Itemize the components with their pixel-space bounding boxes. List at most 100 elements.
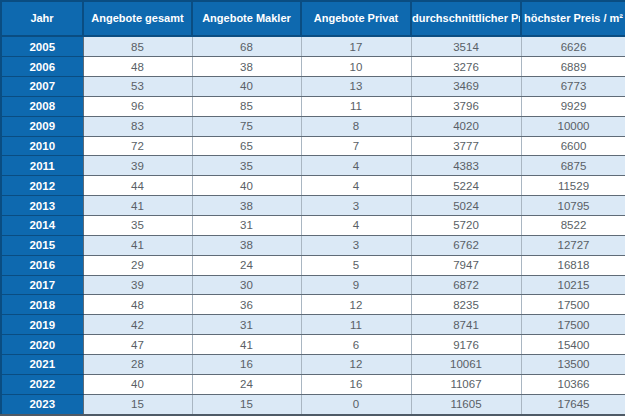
value-cell: 16 bbox=[301, 374, 411, 394]
year-cell: 2009 bbox=[1, 116, 83, 136]
table-row: 201541383676212727 bbox=[1, 235, 625, 255]
header-row: Jahr Angebote gesamt Angebote Makler Ang… bbox=[1, 1, 625, 36]
value-cell: 9 bbox=[301, 275, 411, 295]
value-cell: 48 bbox=[83, 57, 192, 77]
year-cell: 2022 bbox=[1, 374, 83, 394]
value-cell: 10 bbox=[301, 57, 411, 77]
value-cell: 38 bbox=[192, 235, 301, 255]
value-cell: 36 bbox=[192, 295, 301, 315]
value-cell: 5 bbox=[301, 255, 411, 275]
year-cell: 2006 bbox=[1, 57, 83, 77]
year-cell: 2008 bbox=[1, 96, 83, 116]
value-cell: 10215 bbox=[521, 275, 625, 295]
value-cell: 42 bbox=[83, 315, 192, 335]
value-cell: 8235 bbox=[411, 295, 521, 315]
year-cell: 2015 bbox=[1, 235, 83, 255]
value-cell: 17645 bbox=[521, 394, 625, 415]
table-body: 2005856817351466262006483810327668892007… bbox=[1, 36, 625, 415]
table-row: 20107265737776600 bbox=[1, 136, 625, 156]
value-cell: 41 bbox=[83, 235, 192, 255]
value-cell: 28 bbox=[83, 355, 192, 375]
value-cell: 3 bbox=[301, 196, 411, 216]
value-cell: 29 bbox=[83, 255, 192, 275]
table-row: 2023151501160517645 bbox=[1, 394, 625, 415]
value-cell: 31 bbox=[192, 315, 301, 335]
year-cell: 2012 bbox=[1, 176, 83, 196]
value-cell: 9176 bbox=[411, 335, 521, 355]
table-row: 200585681735146626 bbox=[1, 36, 625, 57]
value-cell: 3276 bbox=[411, 57, 521, 77]
value-cell: 48 bbox=[83, 295, 192, 315]
value-cell: 16 bbox=[192, 355, 301, 375]
value-cell: 6626 bbox=[521, 36, 625, 57]
value-cell: 4 bbox=[301, 216, 411, 236]
value-cell: 17500 bbox=[521, 295, 625, 315]
table-row: 2019423111874117500 bbox=[1, 315, 625, 335]
value-cell: 85 bbox=[83, 36, 192, 57]
value-cell: 17500 bbox=[521, 315, 625, 335]
value-cell: 12 bbox=[301, 295, 411, 315]
value-cell: 24 bbox=[192, 255, 301, 275]
value-cell: 40 bbox=[83, 374, 192, 394]
table-row: 200896851137969929 bbox=[1, 96, 625, 116]
value-cell: 4383 bbox=[411, 156, 521, 176]
value-cell: 96 bbox=[83, 96, 192, 116]
value-cell: 11067 bbox=[411, 374, 521, 394]
value-cell: 30 bbox=[192, 275, 301, 295]
value-cell: 5024 bbox=[411, 196, 521, 216]
value-cell: 13500 bbox=[521, 355, 625, 375]
table-row: 20113935443836875 bbox=[1, 156, 625, 176]
table-row: 2018483612823517500 bbox=[1, 295, 625, 315]
value-cell: 4 bbox=[301, 156, 411, 176]
value-cell: 40 bbox=[192, 76, 301, 96]
table-row: 201244404522411529 bbox=[1, 176, 625, 196]
value-cell: 17 bbox=[301, 36, 411, 57]
year-cell: 2019 bbox=[1, 315, 83, 335]
table-row: 201629245794716818 bbox=[1, 255, 625, 275]
year-cell: 2017 bbox=[1, 275, 83, 295]
value-cell: 9929 bbox=[521, 96, 625, 116]
value-cell: 7947 bbox=[411, 255, 521, 275]
value-cell: 44 bbox=[83, 176, 192, 196]
year-cell: 2013 bbox=[1, 196, 83, 216]
value-cell: 15 bbox=[192, 394, 301, 415]
value-cell: 10795 bbox=[521, 196, 625, 216]
table-row: 20224024161106710366 bbox=[1, 374, 625, 394]
value-cell: 6773 bbox=[521, 76, 625, 96]
column-header-angebote-makler: Angebote Makler bbox=[192, 1, 301, 36]
value-cell: 38 bbox=[192, 57, 301, 77]
value-cell: 85 bbox=[192, 96, 301, 116]
value-cell: 75 bbox=[192, 116, 301, 136]
value-cell: 3 bbox=[301, 235, 411, 255]
value-cell: 40 bbox=[192, 176, 301, 196]
value-cell: 41 bbox=[83, 196, 192, 216]
value-cell: 39 bbox=[83, 156, 192, 176]
value-cell: 53 bbox=[83, 76, 192, 96]
value-cell: 83 bbox=[83, 116, 192, 136]
value-cell: 15400 bbox=[521, 335, 625, 355]
value-cell: 8741 bbox=[411, 315, 521, 335]
year-cell: 2020 bbox=[1, 335, 83, 355]
value-cell: 39 bbox=[83, 275, 192, 295]
value-cell: 7 bbox=[301, 136, 411, 156]
year-cell: 2010 bbox=[1, 136, 83, 156]
value-cell: 68 bbox=[192, 36, 301, 57]
year-cell: 2021 bbox=[1, 355, 83, 375]
year-cell: 2005 bbox=[1, 36, 83, 57]
value-cell: 8522 bbox=[521, 216, 625, 236]
column-header-angebote-gesamt: Angebote gesamt bbox=[83, 1, 192, 36]
column-header-jahr: Jahr bbox=[1, 1, 83, 36]
table-row: 200753401334696773 bbox=[1, 76, 625, 96]
value-cell: 10366 bbox=[521, 374, 625, 394]
value-cell: 12 bbox=[301, 355, 411, 375]
value-cell: 10000 bbox=[521, 116, 625, 136]
year-cell: 2011 bbox=[1, 156, 83, 176]
value-cell: 65 bbox=[192, 136, 301, 156]
value-cell: 11605 bbox=[411, 394, 521, 415]
value-cell: 6889 bbox=[521, 57, 625, 77]
value-cell: 41 bbox=[192, 335, 301, 355]
value-cell: 12727 bbox=[521, 235, 625, 255]
value-cell: 24 bbox=[192, 374, 301, 394]
column-header-durchschnittlicher-preis: durchschnittlicher Preis / m² bbox=[411, 1, 521, 36]
table-row: 20212816121006113500 bbox=[1, 355, 625, 375]
